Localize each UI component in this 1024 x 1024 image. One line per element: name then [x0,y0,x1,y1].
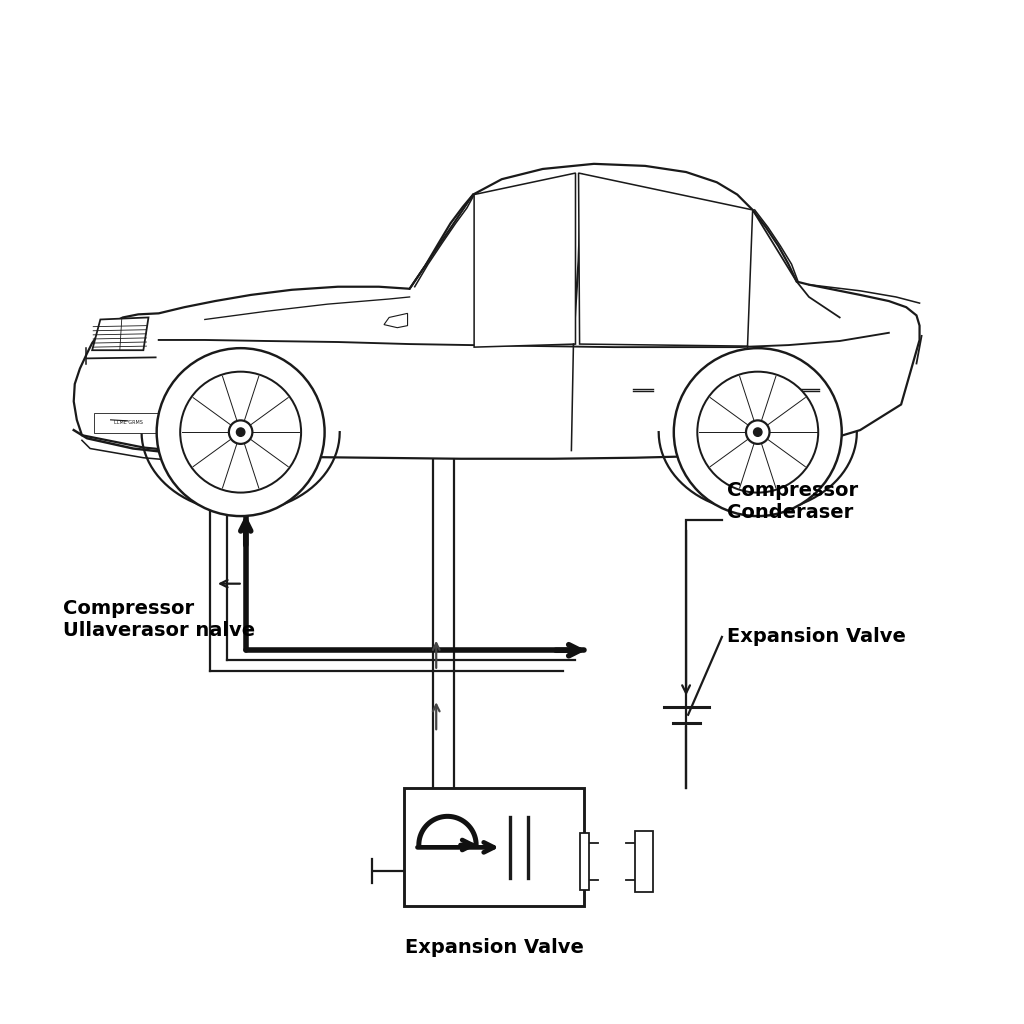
Text: Expansion Valve: Expansion Valve [727,628,906,646]
Polygon shape [92,317,148,350]
Circle shape [746,421,769,443]
Bar [94,413,161,433]
Bar [635,830,653,892]
Circle shape [229,421,252,443]
Bar [404,788,584,906]
Text: Expansion Valve: Expansion Valve [404,938,584,956]
Polygon shape [74,164,920,459]
Polygon shape [384,313,408,328]
Text: Compressor
Ullaverasor nalve: Compressor Ullaverasor nalve [63,599,256,640]
Polygon shape [579,173,753,346]
Bar [580,833,589,890]
Circle shape [697,372,818,493]
Bar [584,843,640,880]
Circle shape [157,348,325,516]
Circle shape [180,372,301,493]
Circle shape [237,428,245,436]
Circle shape [754,428,762,436]
Text: Compressor
Conderaser: Compressor Conderaser [727,481,858,522]
Polygon shape [474,173,575,347]
Circle shape [674,348,842,516]
Text: LLME GRMS: LLME GRMS [114,421,142,425]
